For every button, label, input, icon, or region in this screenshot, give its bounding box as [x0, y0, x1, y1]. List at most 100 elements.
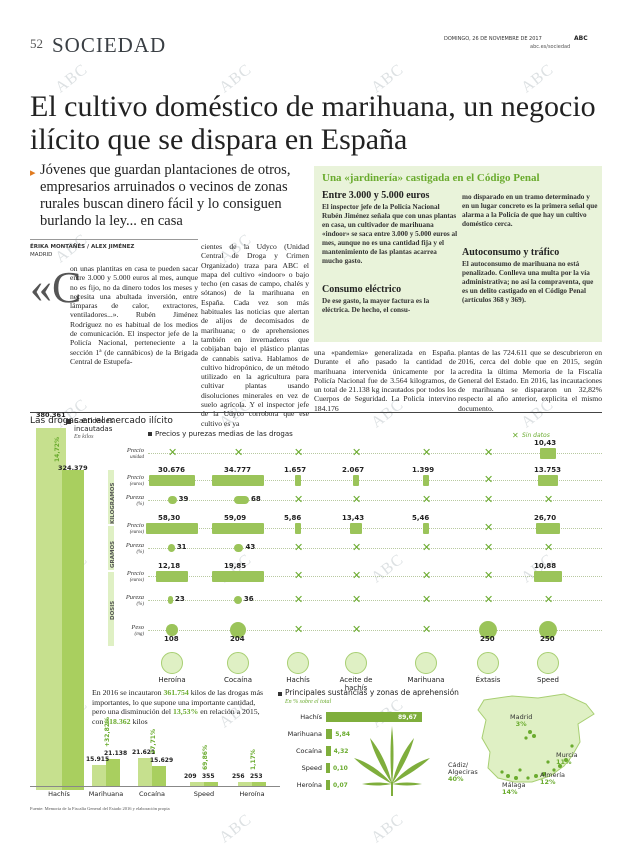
purity-value: 68 [250, 495, 261, 503]
row-label: Peso (mg) [112, 624, 144, 638]
nodata-icon: ✕ [294, 593, 304, 606]
bar-2016 [152, 765, 166, 786]
weight-value: 250 [480, 635, 495, 643]
infographic-title: Las drogas en el mercado ilícito [30, 416, 173, 426]
hashish-bar-2015 [36, 428, 66, 790]
zone-madrid: Madrid 3% [510, 713, 533, 728]
body-col-2: cientes de la Udyco (Unidad Central de D… [201, 242, 309, 428]
nodata-icon: ✕ [484, 493, 494, 506]
bar-2016-value: 253 [250, 773, 263, 780]
source-note: Fuente: Memoria de la Fiscalía General d… [30, 806, 170, 811]
bar-2016-value: 15.629 [150, 756, 174, 764]
group-band [108, 470, 114, 524]
location: MADRID [30, 252, 53, 258]
bar-category: Hachís [48, 790, 70, 798]
legend-seized: Cantidades incautadas [74, 417, 114, 433]
bar-2015-value: 21.621 [132, 749, 156, 756]
sidebar-title: Una «jardinería» castigada en el Código … [322, 172, 540, 184]
bar-change: 1,17% [250, 749, 257, 770]
row-label-main: Pureza [125, 542, 144, 549]
price-bar [156, 571, 188, 582]
row-label-sub: (%) [136, 550, 145, 555]
price-bar [537, 475, 559, 486]
price-bar [353, 475, 359, 486]
row-label-main: Pureza [125, 494, 144, 501]
price-value: 1.657 [284, 466, 307, 474]
site-url: abc.es/sociedad [530, 44, 571, 50]
price-value: 1.399 [412, 466, 435, 474]
arrow-icon: ▸ [30, 166, 36, 179]
nodata-icon: ✕ [422, 623, 432, 636]
substance-bar [326, 763, 330, 773]
group-band [108, 526, 114, 570]
price-bar [533, 571, 563, 582]
purity-value: 39 [178, 495, 189, 503]
group-band [108, 572, 114, 646]
nodata-icon: ✕ [168, 446, 178, 459]
row-label-main: Pureza [125, 594, 144, 601]
nodata-icon: ✕ [544, 493, 554, 506]
price-grid [108, 442, 602, 648]
price-bar [350, 523, 362, 534]
price-value: 10,88 [534, 562, 557, 570]
sidebar-paragraph: mo disparado en un tramo determinado y e… [462, 193, 598, 228]
grid-line [148, 576, 602, 577]
bar-change: +32,82% [104, 716, 111, 747]
substance-name: Hachís [300, 713, 322, 721]
divider [30, 412, 602, 413]
nodata-icon: ✕ [352, 446, 362, 459]
grid-line [148, 453, 602, 454]
price-bar [212, 571, 264, 582]
nodata-icon: ✕ [544, 541, 554, 554]
row-label-sub: unidad [130, 455, 144, 460]
zone-malaga: Málaga 14% [502, 781, 526, 796]
grid-line [148, 548, 602, 549]
substance-value: 0,07 [333, 782, 348, 789]
row-label: Pureza (%) [112, 542, 144, 556]
cannabis-leaf-icon [354, 726, 430, 796]
weight-value: 204 [230, 635, 245, 643]
bar-2015 [138, 758, 152, 786]
drug-icon [415, 652, 437, 674]
price-value: 13.753 [534, 466, 562, 474]
purity-bar [168, 544, 175, 552]
weight-value: 250 [540, 635, 555, 643]
row-label-main: Precio [126, 522, 144, 529]
nodata-icon: ✕ [484, 593, 494, 606]
purity-bar [234, 544, 244, 552]
sidebar-paragraph: El autoconsumo de marihuana no está pena… [462, 260, 594, 304]
grid-line [148, 600, 602, 601]
price-value: 10,43 [534, 439, 557, 447]
purity-value: 23 [175, 595, 185, 603]
hashish-2015-value: 380.361 [36, 411, 66, 419]
substance-name: Speed [301, 764, 322, 772]
legend-square [148, 432, 152, 436]
bar-category: Marihuana [88, 790, 124, 798]
price-value: 13,43 [342, 514, 365, 522]
nodata-icon: ✕ [484, 446, 494, 459]
price-value: 26,70 [534, 514, 557, 522]
sidebar-paragraph: El inspector jefe de la Policía Nacional… [322, 203, 458, 265]
summary-text: En 2016 se incautaron 361.754 kilos de l… [92, 688, 264, 726]
row-label-sub: (%) [136, 502, 145, 507]
page-date: DOMINGO, 26 DE NOVIEMBRE DE 2017 [444, 36, 542, 42]
bar-2016 [204, 782, 218, 786]
price-value: 5,86 [284, 514, 302, 522]
substance-bar [326, 729, 333, 739]
nodata-icon: ✕ [422, 593, 432, 606]
sidebar-heading: Consumo eléctrico [322, 284, 402, 295]
nodata-icon: ✕ [544, 593, 554, 606]
row-label-main: Precio [126, 474, 144, 481]
price-value: 34.777 [224, 466, 252, 474]
drug-icon [227, 652, 249, 674]
bar-2016-value: 21.138 [104, 749, 128, 757]
nodata-icon: ✕ [422, 446, 432, 459]
row-label-sub: (euros) [129, 530, 144, 535]
row-label: Pureza (%) [112, 494, 144, 508]
divider [30, 239, 198, 240]
price-value: 5,46 [412, 514, 430, 522]
drug-name: Marihuana [407, 676, 445, 684]
drug-icon [477, 652, 499, 674]
bar-2016 [252, 782, 266, 786]
substance-value: 89,67 [398, 714, 417, 721]
